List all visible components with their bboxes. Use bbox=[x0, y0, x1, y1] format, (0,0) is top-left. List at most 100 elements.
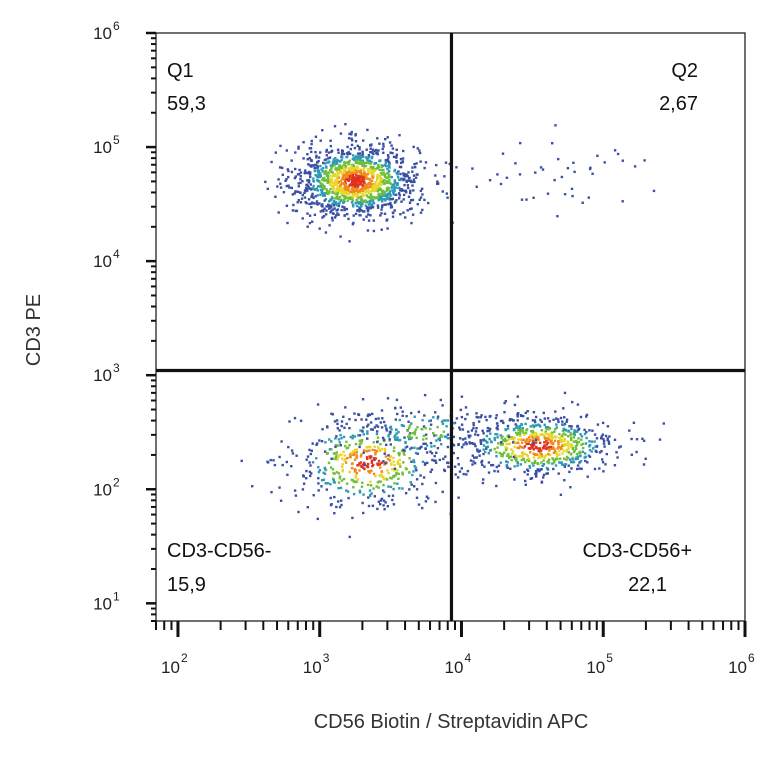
event-point bbox=[516, 419, 519, 422]
event-point bbox=[354, 476, 357, 479]
event-point bbox=[462, 443, 465, 446]
event-point bbox=[305, 183, 308, 187]
event-point bbox=[343, 200, 346, 203]
event-point bbox=[311, 220, 314, 223]
event-point bbox=[569, 486, 572, 489]
event-point bbox=[362, 176, 366, 179]
event-point bbox=[303, 196, 307, 199]
event-point bbox=[523, 470, 526, 474]
event-point bbox=[325, 174, 328, 177]
event-point bbox=[591, 172, 594, 175]
event-point bbox=[545, 467, 549, 470]
event-point bbox=[360, 160, 363, 163]
event-point bbox=[358, 210, 361, 213]
event-point bbox=[379, 499, 383, 502]
event-point bbox=[350, 137, 353, 140]
event-point bbox=[370, 492, 373, 495]
event-point bbox=[571, 446, 575, 450]
event-point bbox=[321, 177, 324, 180]
event-point bbox=[360, 175, 363, 178]
event-point bbox=[358, 442, 362, 446]
event-point bbox=[558, 446, 561, 449]
event-point bbox=[533, 453, 537, 456]
event-point bbox=[355, 182, 358, 186]
event-point bbox=[373, 197, 377, 200]
event-point bbox=[415, 436, 418, 440]
event-point bbox=[380, 475, 383, 478]
event-point bbox=[568, 425, 571, 428]
event-point bbox=[371, 176, 374, 180]
event-point bbox=[396, 482, 399, 485]
event-point bbox=[524, 422, 527, 426]
event-point bbox=[423, 393, 427, 397]
event-point bbox=[328, 438, 331, 441]
event-point bbox=[600, 437, 603, 440]
event-point bbox=[521, 426, 524, 430]
event-point bbox=[581, 201, 584, 204]
event-point bbox=[593, 433, 597, 436]
event-point bbox=[290, 449, 294, 452]
event-point bbox=[309, 183, 312, 186]
event-point bbox=[345, 447, 348, 450]
event-point bbox=[368, 471, 371, 474]
event-point bbox=[331, 208, 335, 211]
event-point bbox=[518, 173, 522, 176]
event-point bbox=[376, 507, 379, 511]
event-point bbox=[380, 164, 384, 167]
event-point bbox=[333, 512, 336, 515]
event-point bbox=[573, 170, 576, 174]
event-point bbox=[399, 406, 402, 409]
event-point bbox=[358, 159, 361, 162]
event-point bbox=[436, 180, 439, 183]
event-point bbox=[596, 154, 599, 157]
event-point bbox=[533, 419, 536, 422]
event-point bbox=[572, 460, 576, 464]
event-point bbox=[477, 420, 481, 423]
event-point bbox=[551, 432, 554, 435]
event-point bbox=[484, 439, 487, 443]
event-point bbox=[326, 161, 329, 164]
event-point bbox=[373, 495, 376, 498]
event-point bbox=[513, 478, 516, 481]
event-point bbox=[311, 442, 314, 445]
event-point bbox=[390, 175, 393, 179]
event-point bbox=[527, 457, 531, 460]
event-point bbox=[326, 191, 329, 195]
event-point bbox=[303, 171, 306, 175]
event-point bbox=[382, 483, 385, 487]
event-point bbox=[424, 462, 427, 465]
event-point bbox=[346, 490, 350, 493]
event-point bbox=[361, 189, 364, 193]
event-point bbox=[388, 190, 392, 193]
event-point bbox=[616, 152, 620, 156]
event-point bbox=[436, 417, 439, 420]
event-point bbox=[266, 461, 270, 464]
event-point bbox=[367, 206, 370, 209]
event-point bbox=[314, 135, 318, 138]
event-point bbox=[295, 209, 299, 213]
event-point bbox=[536, 433, 539, 436]
event-point bbox=[327, 151, 331, 154]
event-point bbox=[567, 457, 570, 460]
event-point bbox=[352, 190, 356, 193]
event-point bbox=[351, 223, 355, 226]
event-point bbox=[551, 142, 554, 145]
event-point bbox=[538, 454, 542, 458]
event-point bbox=[337, 180, 340, 184]
event-point bbox=[353, 158, 356, 162]
event-point bbox=[347, 161, 351, 165]
event-point bbox=[562, 444, 565, 447]
event-point bbox=[542, 473, 546, 477]
event-point bbox=[512, 428, 516, 431]
event-point bbox=[419, 211, 423, 214]
event-point bbox=[550, 442, 553, 445]
event-point bbox=[323, 162, 327, 165]
event-point bbox=[559, 493, 563, 496]
event-point bbox=[331, 171, 334, 174]
event-point bbox=[421, 460, 425, 463]
event-point bbox=[351, 139, 354, 142]
event-point bbox=[345, 207, 349, 211]
event-point bbox=[365, 194, 369, 197]
event-point bbox=[584, 459, 587, 463]
event-point bbox=[418, 149, 421, 152]
